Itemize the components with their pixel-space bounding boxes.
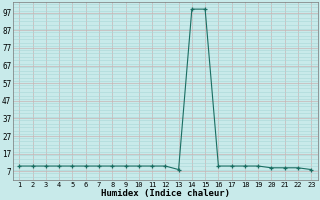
X-axis label: Humidex (Indice chaleur): Humidex (Indice chaleur) [101,189,230,198]
